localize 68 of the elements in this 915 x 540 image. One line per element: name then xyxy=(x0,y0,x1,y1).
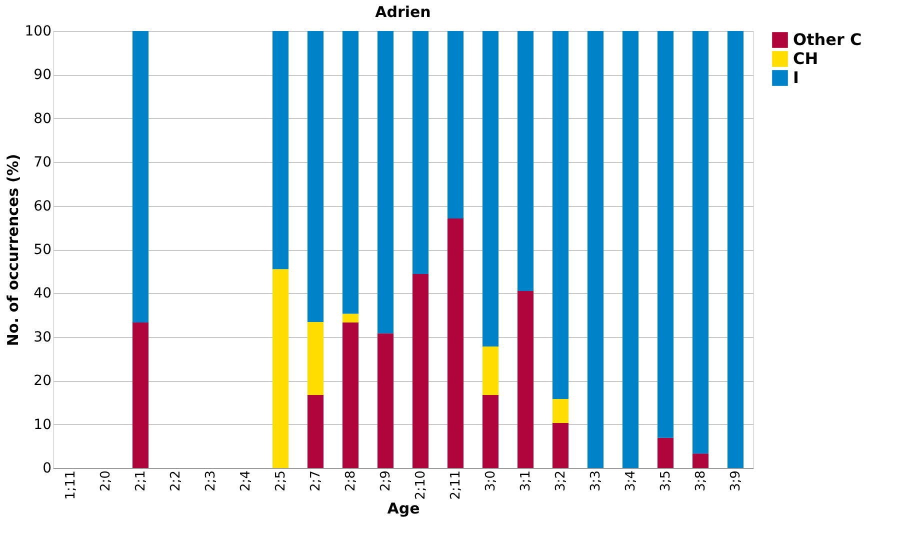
y-tick-label: 20 xyxy=(34,373,52,390)
x-tick-label: 2;4 xyxy=(238,470,254,492)
bar xyxy=(132,31,148,322)
bar xyxy=(622,31,638,468)
bar xyxy=(308,31,324,322)
bar xyxy=(658,438,674,468)
bar xyxy=(308,322,324,396)
bar xyxy=(272,269,288,468)
bar xyxy=(518,291,534,468)
bar xyxy=(658,31,674,438)
x-tick-label: 2;10 xyxy=(414,470,428,500)
x-tick-label: 2;2 xyxy=(168,470,184,492)
bar xyxy=(448,218,464,468)
chart-title: Adrien xyxy=(375,3,431,21)
y-tick-label: 0 xyxy=(42,460,52,476)
bar xyxy=(342,31,358,314)
y-tick-label: 40 xyxy=(34,286,52,302)
legend-label: I xyxy=(793,68,799,87)
bar xyxy=(552,31,568,399)
bar xyxy=(378,31,394,334)
y-tick-label: 90 xyxy=(34,67,52,84)
bar xyxy=(482,395,498,468)
bar xyxy=(588,31,604,468)
x-tick-label: 3;3 xyxy=(588,470,604,492)
bar xyxy=(412,31,428,274)
legend-label: CH xyxy=(793,49,818,68)
bar xyxy=(308,395,324,468)
bar xyxy=(272,31,288,270)
bar xyxy=(482,346,498,396)
legend-label: Other C xyxy=(793,30,862,49)
bar xyxy=(482,31,498,347)
bar xyxy=(692,31,708,454)
x-tick-label: 2;0 xyxy=(98,470,114,492)
x-tick-label: 2;8 xyxy=(344,470,358,492)
x-tick-label: 2;3 xyxy=(204,470,218,492)
bar xyxy=(132,322,148,468)
bar xyxy=(448,31,464,218)
y-tick-label: 60 xyxy=(34,198,52,214)
x-tick-label: 2;11 xyxy=(448,470,464,500)
y-axis-title: No. of occurrences (%) xyxy=(4,154,22,346)
x-tick-label: 3;8 xyxy=(694,470,708,492)
x-axis-title: Age xyxy=(387,500,420,518)
bar xyxy=(518,31,534,292)
x-tick-label: 3;4 xyxy=(624,470,638,492)
y-tick-label: 10 xyxy=(34,416,52,433)
x-tick-label: 3;2 xyxy=(554,470,568,492)
bar xyxy=(552,398,568,423)
bar xyxy=(552,422,568,468)
x-tick-label: 2;1 xyxy=(134,470,148,492)
x-tick-label: 3;0 xyxy=(484,470,498,492)
bar xyxy=(412,274,428,468)
bar xyxy=(342,314,358,322)
bar xyxy=(342,322,358,468)
x-tick-label: 2;5 xyxy=(274,470,288,492)
y-tick-label: 100 xyxy=(24,24,52,40)
x-tick-label: 3;1 xyxy=(518,470,534,492)
x-tick-label: 3;5 xyxy=(658,470,674,492)
y-tick-label: 30 xyxy=(34,329,52,346)
bar xyxy=(728,31,744,468)
y-tick-label: 80 xyxy=(34,110,52,127)
bar xyxy=(378,333,394,468)
x-tick-label: 2;9 xyxy=(378,470,394,492)
y-tick-label: 70 xyxy=(34,154,52,171)
x-tick-label: 2;7 xyxy=(308,470,324,492)
x-tick-label: 1;11 xyxy=(64,470,78,500)
bar xyxy=(692,454,708,468)
y-tick-label: 50 xyxy=(34,242,52,258)
x-tick-label: 3;9 xyxy=(728,470,744,492)
